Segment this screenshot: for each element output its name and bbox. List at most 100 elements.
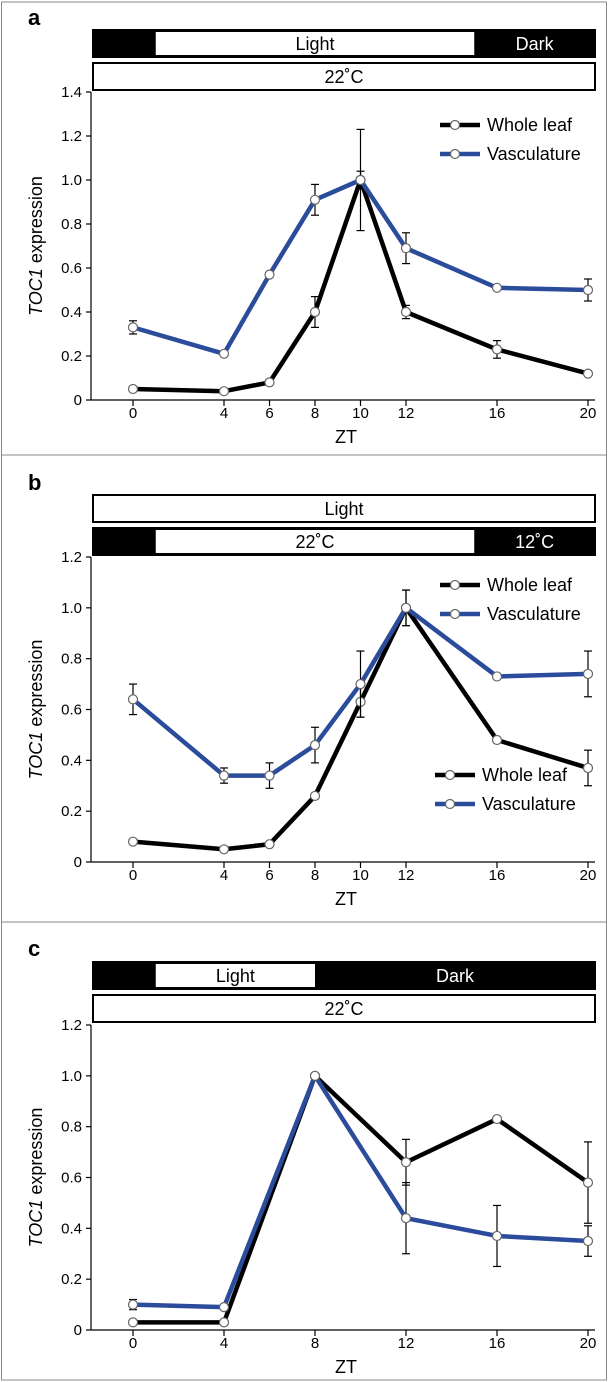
y-axis-label: TOC1 expression: [26, 176, 46, 316]
legend-label: Whole leaf: [482, 765, 568, 785]
photoperiod-bar-light-segment: [155, 964, 315, 987]
data-point: [264, 377, 275, 388]
x-tick-label: 10: [352, 405, 369, 422]
data-point: [218, 348, 230, 359]
y-tick-label: 0.6: [61, 1170, 82, 1187]
data-point: [491, 671, 503, 682]
photoperiod-bar: Light Dark: [92, 961, 596, 990]
data-point: [582, 1235, 594, 1247]
x-tick-label: 0: [129, 405, 137, 422]
x-tick-label: 4: [220, 1335, 228, 1352]
data-point: [218, 770, 230, 781]
y-tick-label: 0.8: [61, 651, 82, 668]
x-tick-label: 12: [398, 405, 415, 422]
series-line: [131, 605, 589, 778]
photoperiod-bar: Light Dark: [92, 29, 596, 58]
y-axis-label-rest: expression: [26, 176, 46, 268]
data-point: [218, 844, 230, 855]
data-point: [127, 383, 139, 395]
data-point: [218, 1302, 230, 1313]
y-tick-label: 1.2: [61, 128, 82, 145]
photoperiod-bar-segment: [92, 494, 596, 523]
x-tick-label: 4: [220, 405, 228, 422]
y-axis-label: TOC1 expression: [26, 640, 46, 780]
x-tick-label: 6: [265, 405, 273, 422]
y-tick-label: 0.8: [61, 1119, 82, 1136]
data-point: [491, 1230, 503, 1242]
data-point: [491, 734, 503, 746]
temperature-bar: 22˚C 12˚C: [92, 527, 596, 556]
panel-label: c: [28, 936, 40, 961]
legend-marker: [449, 579, 461, 591]
legend: Whole leaf Vasculature: [435, 765, 576, 814]
legend-label: Vasculature: [487, 144, 581, 164]
data-point: [264, 770, 275, 781]
legend-marker: [449, 119, 461, 131]
series-line: [132, 605, 589, 852]
y-tick-label: 1.4: [61, 84, 82, 101]
data-point: [309, 194, 321, 205]
axes: 0 0.2 0.4 0.6 0.8 1.0 1.2 0 4 6 8 10 12 16 20 ZT TOC1 ex…: [26, 549, 596, 909]
temperature-bar-segment: [92, 994, 596, 1023]
data-point: [127, 836, 139, 847]
series-line: [132, 177, 589, 357]
series-whole-leaf: [127, 589, 594, 855]
data-point: [582, 1177, 594, 1188]
x-tick-label: 8: [311, 405, 319, 422]
legend-label: Vasculature: [482, 794, 576, 814]
data-point: [491, 282, 503, 293]
x-tick-label: 20: [580, 405, 597, 422]
y-tick-label: 0: [74, 1322, 82, 1339]
legend-label: Whole leaf: [487, 115, 573, 135]
x-tick-label: 12: [398, 867, 415, 884]
data-point: [582, 284, 594, 296]
photoperiod-bar-label: Light: [324, 499, 363, 519]
x-tick-label: 16: [489, 405, 506, 422]
y-tick-label: 0.2: [61, 1271, 82, 1288]
series-line: [133, 1073, 590, 1325]
data-point: [309, 1070, 321, 1081]
y-axis-label-italic: TOC1: [26, 732, 46, 780]
y-tick-label: 1.0: [61, 1068, 82, 1085]
data-point: [264, 839, 275, 850]
photoperiod-bar: Light: [92, 494, 596, 523]
legend: Whole leaf Vasculature: [440, 575, 581, 624]
y-axis-label-italic: TOC1: [26, 1200, 46, 1248]
photoperiod-bar-light-label: Light: [216, 966, 255, 986]
data-point: [400, 1157, 412, 1168]
series-vasculature: [127, 589, 594, 789]
data-point: [400, 243, 412, 254]
axes: 0 0.2 0.4 0.6 0.8 1.0 1.2 1.4 0 4 6 8 10 12 16 20 ZT TOC1…: [26, 84, 596, 447]
panel-a: a Light Dark 22˚C 0 0.2 0.4 0.6 0.8 1.0 1.2 1.4 0 4 6 8…: [1, 1, 607, 456]
x-tick-label: 4: [220, 867, 228, 884]
y-tick-label: 0.2: [61, 348, 82, 365]
series-whole-leaf: [127, 128, 594, 397]
y-tick-label: 1.2: [61, 549, 82, 566]
temperature-bar: 22˚C: [92, 62, 596, 91]
legend-marker: [444, 798, 456, 810]
x-tick-label: 20: [580, 1335, 597, 1352]
series-line: [132, 177, 589, 394]
x-tick-label: 0: [129, 1335, 137, 1352]
panel-label: b: [28, 470, 41, 495]
x-tick-label: 16: [489, 1335, 506, 1352]
y-tick-label: 1.2: [61, 1017, 82, 1034]
temperature-bar-label: 22˚C: [324, 999, 363, 1019]
legend: Whole leaf Vasculature: [440, 115, 581, 164]
x-tick-label: 12: [398, 1335, 415, 1352]
data-point: [309, 790, 321, 802]
panel-frame: [1, 454, 607, 923]
data-point: [400, 602, 412, 613]
photoperiod-bar-dark-label: Dark: [436, 966, 475, 986]
y-axis-label-rest: expression: [26, 1108, 46, 1200]
photoperiod-bar-light-segment: [155, 32, 475, 55]
axes: 0 0.2 0.4 0.6 0.8 1.0 1.2 0 4 8 12 16 20 ZT TOC1 expre…: [26, 1017, 596, 1377]
legend-label: Whole leaf: [487, 575, 573, 595]
x-tick-label: 8: [311, 867, 319, 884]
panel-b: b Light 22˚C 12˚C 0 0.2 0.4 0.6 0.8 1.0 1.2 0 4 6 8 10 1…: [1, 454, 607, 923]
y-axis-label-rest: expression: [26, 640, 46, 732]
data-point: [582, 762, 594, 774]
y-tick-label: 0.4: [61, 1220, 82, 1237]
series-vasculature: [127, 1070, 594, 1313]
